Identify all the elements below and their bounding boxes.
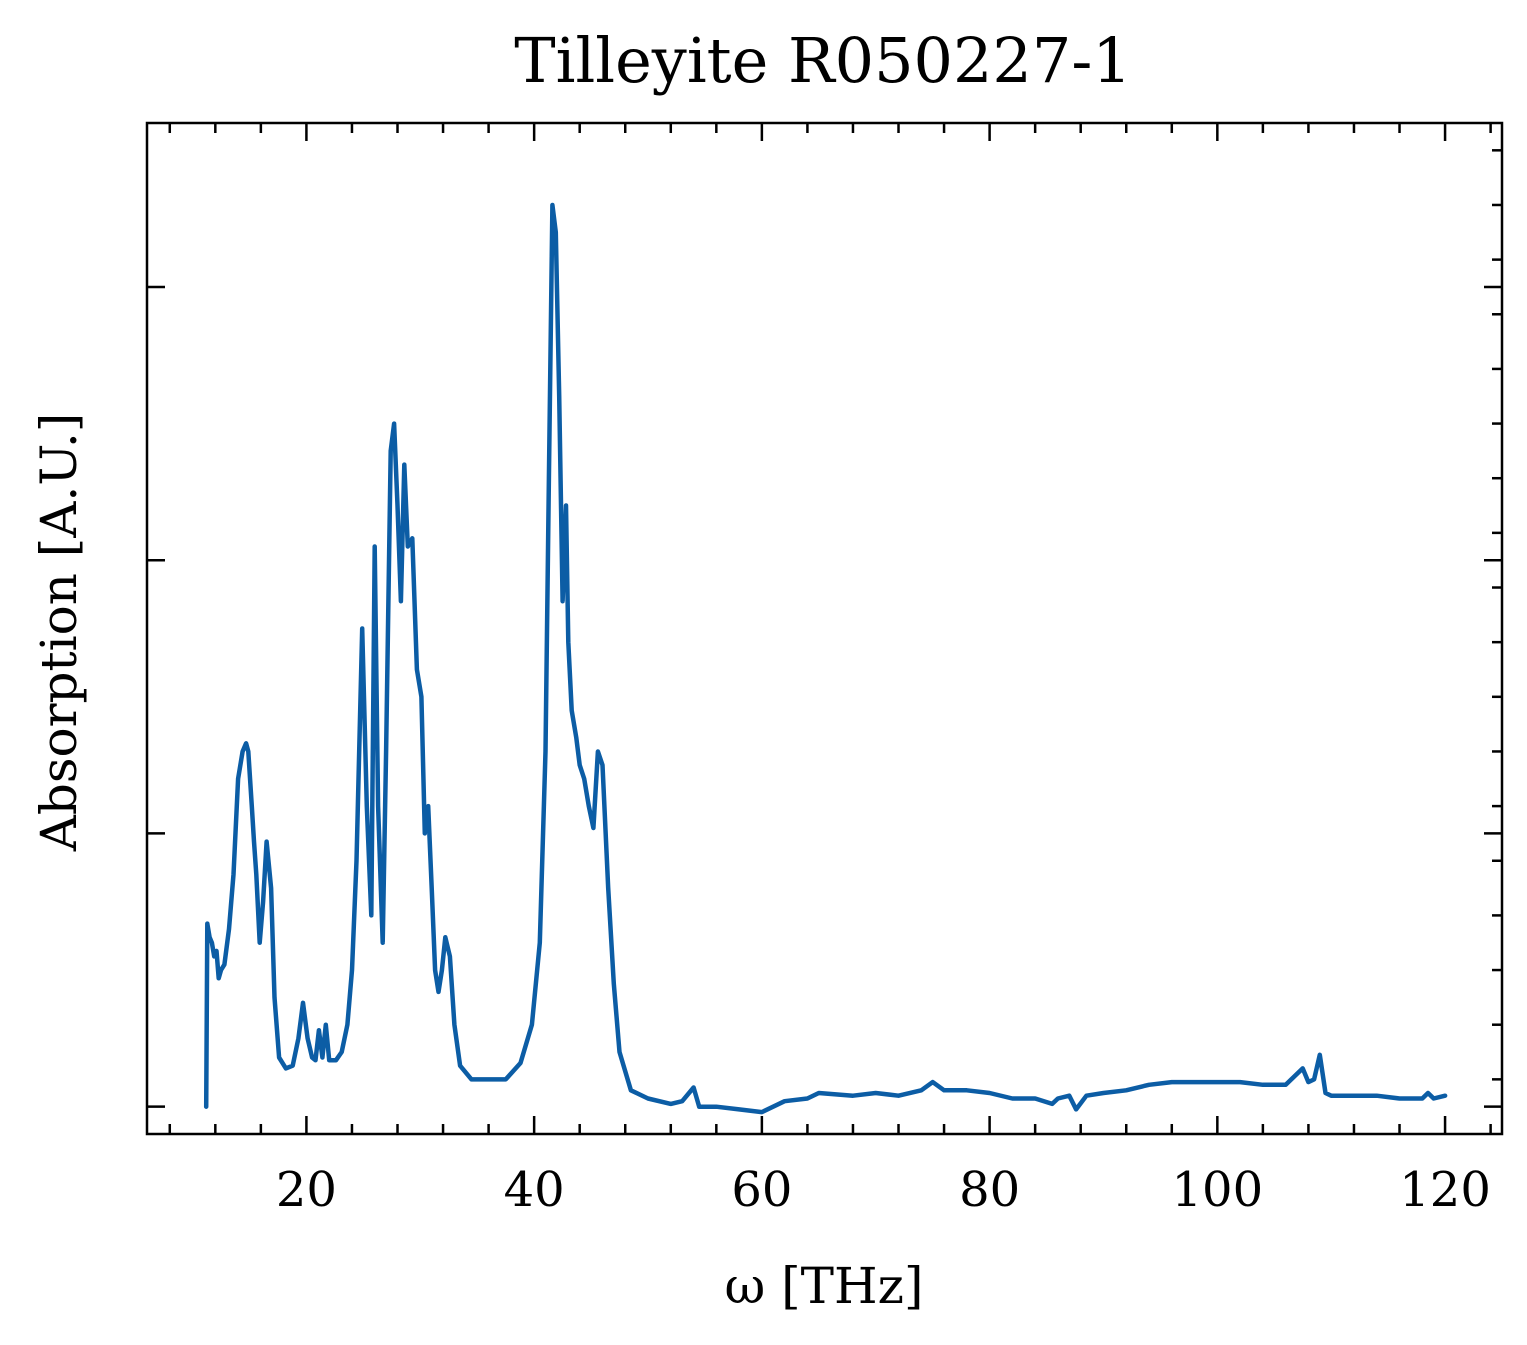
x-axis-label: ω [THz]: [725, 1257, 924, 1315]
x-axis-tick-labels: 20 40 60 80 100 120: [276, 1162, 1491, 1218]
x-tick-label: 60: [731, 1162, 792, 1218]
x-tick-label: 120: [1399, 1162, 1491, 1218]
x-tick-label: 20: [276, 1162, 337, 1218]
y-axis-label: Absorption [A.U.]: [30, 413, 88, 853]
y-axis-ticks: [147, 149, 1502, 1108]
spectrum-line: [203, 202, 1448, 1115]
x-axis-ticks: [168, 123, 1492, 1134]
x-tick-label: 40: [504, 1162, 565, 1218]
x-tick-label: 100: [1172, 1162, 1264, 1218]
x-tick-label: 80: [959, 1162, 1020, 1218]
chart-title: Tilleyite R050227-1: [514, 24, 1131, 97]
plot-frame: [145, 121, 1504, 1136]
